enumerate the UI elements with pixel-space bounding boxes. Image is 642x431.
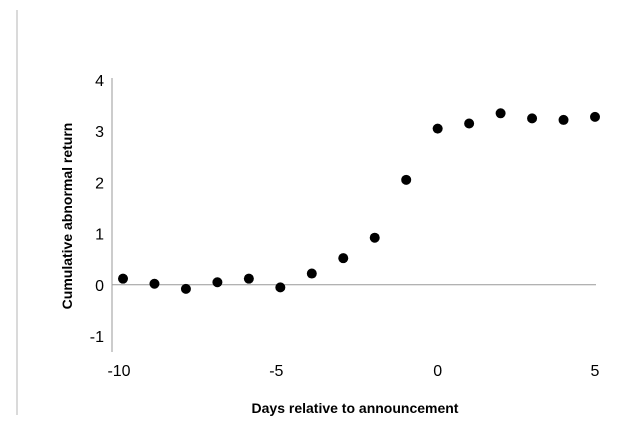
data-point [401,174,412,185]
data-point [558,114,569,125]
data-points [118,108,600,294]
data-point [306,268,317,279]
data-point [180,283,191,294]
y-axis-title: Cumulative abnormal return [59,123,75,310]
data-point [527,113,538,124]
y-tick-label: 0 [95,278,104,295]
y-tick-label: 3 [95,124,104,141]
data-point [432,123,443,134]
y-tick-label: 2 [95,175,104,192]
x-tick-label: 0 [433,363,442,380]
x-tick-labels: -10 -5 0 5 [107,363,599,380]
data-point [495,108,506,119]
y-tick-label: 4 [95,73,104,90]
data-point [212,277,223,288]
data-point [149,278,160,289]
x-tick-label: 5 [591,363,600,380]
x-tick-label: -10 [107,363,130,380]
x-tick-label: -5 [269,363,283,380]
data-point [369,232,380,243]
data-point [118,273,128,284]
x-axis-title: Days relative to announcement [252,400,459,416]
y-tick-labels: -1 0 1 2 3 4 [90,73,104,346]
y-tick-label: 1 [95,227,104,244]
data-point [464,118,475,129]
data-point [243,273,254,284]
y-tick-label: -1 [90,329,104,346]
data-point [275,282,286,293]
data-point [590,111,600,122]
data-point [338,253,349,264]
